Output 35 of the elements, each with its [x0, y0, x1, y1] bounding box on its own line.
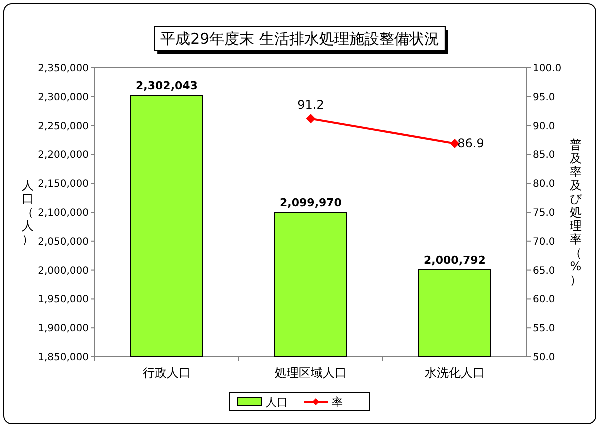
- x-tick-label: 行政人口: [143, 366, 191, 380]
- data-label: 2,000,792: [424, 254, 486, 267]
- y-tick-label: 1,950,000: [38, 294, 89, 306]
- y2-tick-label: 80.0: [533, 179, 556, 190]
- y2-tick-label: 60.0: [533, 294, 556, 306]
- y-tick-label: 2,200,000: [38, 150, 89, 162]
- data-label: 86.9: [458, 136, 484, 151]
- x-tick-label: 処理区域人口: [275, 366, 347, 380]
- x-tick-label: 水洗化人口: [425, 366, 485, 380]
- y-tick-label: 2,000,000: [38, 266, 89, 277]
- y2-axis-title: 普及率及び処理率（%）: [570, 138, 582, 287]
- chart-title: 平成29年度末 生活排水処理施設整備状況: [160, 30, 440, 48]
- y-tick-label: 2,300,000: [38, 92, 89, 104]
- y-tick-label: 2,350,000: [38, 64, 89, 74]
- y2-tick-label: 70.0: [533, 236, 556, 248]
- y2-tick-label: 65.0: [533, 266, 556, 277]
- legend-label: 人口: [266, 396, 288, 409]
- y-tick-label: 2,250,000: [38, 121, 89, 132]
- y-axis-title: 人口（人）: [22, 178, 34, 246]
- data-label: 2,099,970: [280, 196, 342, 210]
- data-label: 91.2: [298, 98, 324, 112]
- y-tick-label: 2,050,000: [38, 236, 89, 248]
- y-tick-label: 2,100,000: [38, 208, 89, 219]
- y2-tick-label: 95.0: [533, 92, 556, 104]
- y-tick-label: 1,850,000: [38, 352, 89, 364]
- legend-label: 率: [332, 396, 343, 409]
- y-tick-label: 2,150,000: [38, 179, 89, 190]
- y2-tick-label: 100.0: [533, 64, 562, 74]
- data-label: 2,302,043: [136, 80, 198, 93]
- y2-tick-label: 50.0: [533, 352, 556, 364]
- y2-tick-label: 90.0: [533, 121, 556, 132]
- y2-tick-label: 55.0: [533, 324, 556, 335]
- y2-tick-label: 85.0: [533, 150, 556, 162]
- y2-tick-label: 75.0: [533, 208, 556, 219]
- y-tick-label: 1,900,000: [38, 324, 89, 335]
